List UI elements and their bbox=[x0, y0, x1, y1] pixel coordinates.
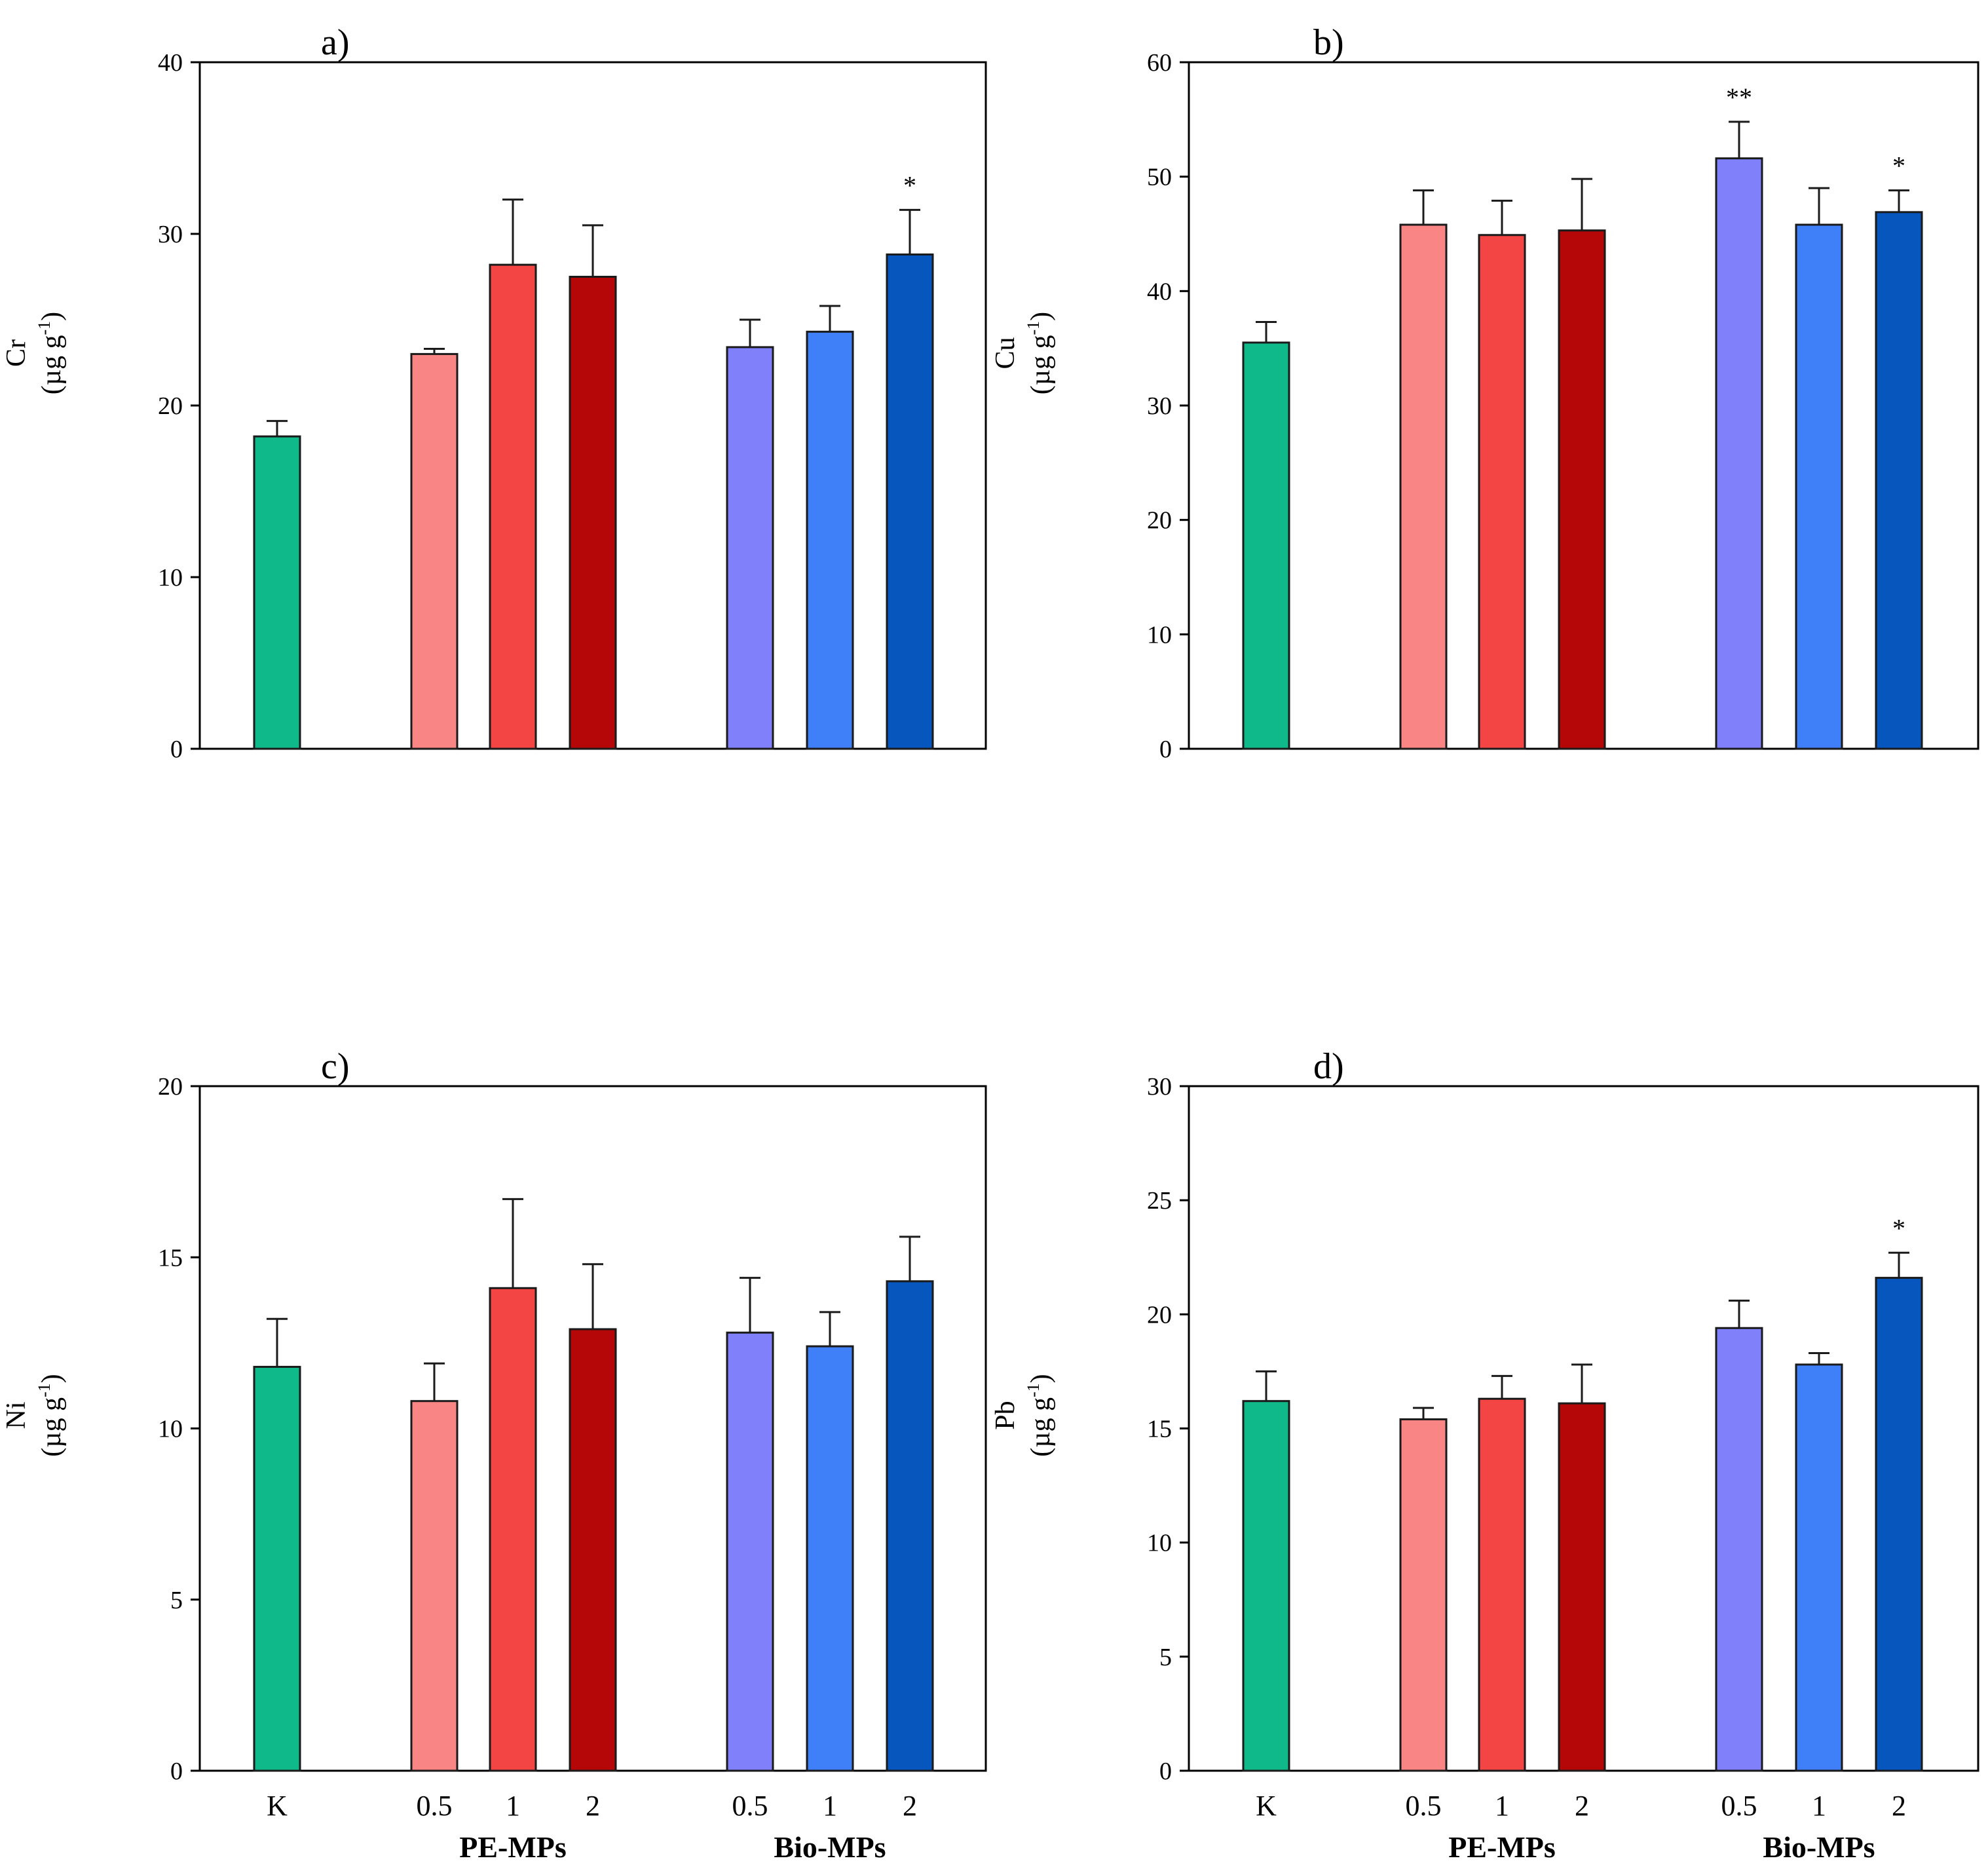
bar-Bio-1 bbox=[1795, 223, 1843, 750]
y-tick-label: 40 bbox=[158, 49, 183, 77]
bar-PE-2 bbox=[1558, 1402, 1606, 1772]
y-axis-unit: (µg g-1) bbox=[1024, 1374, 1056, 1456]
bar-PE-0.5 bbox=[1399, 223, 1448, 750]
panel-label: b) bbox=[1313, 22, 1344, 63]
bar-Bio-2 bbox=[886, 1280, 934, 1772]
y-tick-label: 30 bbox=[1147, 392, 1172, 420]
group-label-pe: PE-MPs bbox=[1448, 1830, 1556, 1864]
category-label: 0.5 bbox=[732, 1790, 768, 1822]
chart-panel-a: 0 10 20 30 40 Cr (µg g-1) a) * bbox=[1, 22, 987, 763]
y-axis-label: Ni bbox=[1, 1402, 31, 1429]
category-label: 2 bbox=[1892, 1790, 1906, 1822]
y-tick-label: 30 bbox=[1147, 1073, 1172, 1101]
bar-PE-0.5 bbox=[410, 1400, 459, 1772]
bar-PE-2 bbox=[569, 276, 617, 750]
bar-Bio-2 bbox=[886, 253, 934, 750]
bar-Bio-0.5 bbox=[726, 1331, 774, 1772]
y-tick-label: 0 bbox=[170, 1758, 183, 1785]
y-tick-label: 15 bbox=[158, 1244, 183, 1272]
bar-Bio-0.5 bbox=[1715, 157, 1763, 750]
bar-PE-2 bbox=[1558, 229, 1606, 750]
bar-Bio-1 bbox=[806, 330, 854, 750]
y-tick-label: 25 bbox=[1147, 1187, 1172, 1215]
bar-PE-0.5 bbox=[410, 352, 459, 750]
significance-mark: * bbox=[903, 170, 916, 200]
category-label: 0.5 bbox=[1406, 1790, 1442, 1822]
panel-label: d) bbox=[1313, 1046, 1344, 1087]
y-axis-label: Cr bbox=[1, 339, 31, 367]
bar-PE-1 bbox=[1478, 1397, 1526, 1772]
bar-PE-2 bbox=[569, 1328, 617, 1772]
y-tick-label: 20 bbox=[1147, 1301, 1172, 1329]
category-label: 2 bbox=[903, 1790, 917, 1822]
category-label: 1 bbox=[823, 1790, 837, 1822]
y-tick-label: 50 bbox=[1147, 164, 1172, 191]
bar-K bbox=[253, 435, 301, 750]
bar-Bio-1 bbox=[1795, 1363, 1843, 1772]
group-label-bio: Bio-MPs bbox=[774, 1830, 886, 1864]
y-tick-label: 10 bbox=[158, 564, 183, 592]
y-tick-label: 20 bbox=[158, 1073, 183, 1101]
chart-panel-c: 0 5 10 15 20 Ni (µg g-1) c) K 0.5 1 2 0.5 1 2 PE-MPs Bio… bbox=[1, 1046, 987, 1864]
y-tick-label: 0 bbox=[1159, 736, 1172, 763]
category-label: 2 bbox=[1575, 1790, 1589, 1822]
bar-Bio-0.5 bbox=[1715, 1327, 1763, 1772]
category-label: 0.5 bbox=[417, 1790, 453, 1822]
y-axis-label: Cu bbox=[990, 337, 1021, 369]
bar-K bbox=[253, 1365, 301, 1772]
significance-mark: * bbox=[1892, 1213, 1905, 1243]
bar-PE-1 bbox=[489, 1287, 537, 1772]
bar-Bio-0.5 bbox=[726, 346, 774, 750]
y-axis-unit: (µg g-1) bbox=[1024, 312, 1056, 394]
y-tick-label: 10 bbox=[1147, 1530, 1172, 1557]
category-label: 1 bbox=[1812, 1790, 1826, 1822]
bar-PE-1 bbox=[489, 263, 537, 750]
y-tick-label: 10 bbox=[1147, 621, 1172, 649]
bar-K bbox=[1242, 341, 1290, 750]
y-tick-label: 5 bbox=[1159, 1644, 1172, 1671]
bar-PE-1 bbox=[1478, 234, 1526, 750]
y-tick-label: 40 bbox=[1147, 278, 1172, 305]
bar-Bio-1 bbox=[806, 1345, 854, 1772]
category-label: K bbox=[267, 1790, 288, 1822]
significance-mark: ** bbox=[1726, 83, 1752, 112]
bar-Bio-2 bbox=[1875, 211, 1923, 750]
panel-label: c) bbox=[321, 1046, 350, 1087]
panel-label: a) bbox=[321, 22, 350, 63]
y-tick-label: 0 bbox=[1159, 1758, 1172, 1785]
bar-PE-0.5 bbox=[1399, 1418, 1448, 1772]
y-tick-label: 15 bbox=[1147, 1416, 1172, 1443]
group-label-bio: Bio-MPs bbox=[1763, 1830, 1875, 1864]
y-tick-label: 5 bbox=[170, 1587, 183, 1614]
y-tick-label: 0 bbox=[170, 736, 183, 763]
significance-mark: * bbox=[1892, 151, 1905, 181]
category-label: 1 bbox=[1495, 1790, 1509, 1822]
y-tick-label: 10 bbox=[158, 1416, 183, 1443]
bar-Bio-2 bbox=[1875, 1277, 1923, 1772]
chart-panel-d: 0 5 10 15 20 25 30 Pb (µg g-1) d) K 0.5 1 2 0.5 1 * 2 PE-M… bbox=[990, 1046, 1979, 1864]
category-label: 2 bbox=[586, 1790, 600, 1822]
y-tick-label: 60 bbox=[1147, 49, 1172, 77]
y-axis-unit: (µg g-1) bbox=[35, 312, 67, 394]
y-tick-label: 20 bbox=[158, 392, 183, 420]
category-label: 1 bbox=[506, 1790, 520, 1822]
y-tick-label: 30 bbox=[158, 221, 183, 248]
y-axis-label: Pb bbox=[990, 1401, 1021, 1429]
category-label: 0.5 bbox=[1721, 1790, 1757, 1822]
y-axis-unit: (µg g-1) bbox=[35, 1374, 67, 1456]
group-label-pe: PE-MPs bbox=[459, 1830, 567, 1864]
category-label: K bbox=[1256, 1790, 1277, 1822]
y-tick-label: 20 bbox=[1147, 507, 1172, 535]
bar-K bbox=[1242, 1400, 1290, 1772]
